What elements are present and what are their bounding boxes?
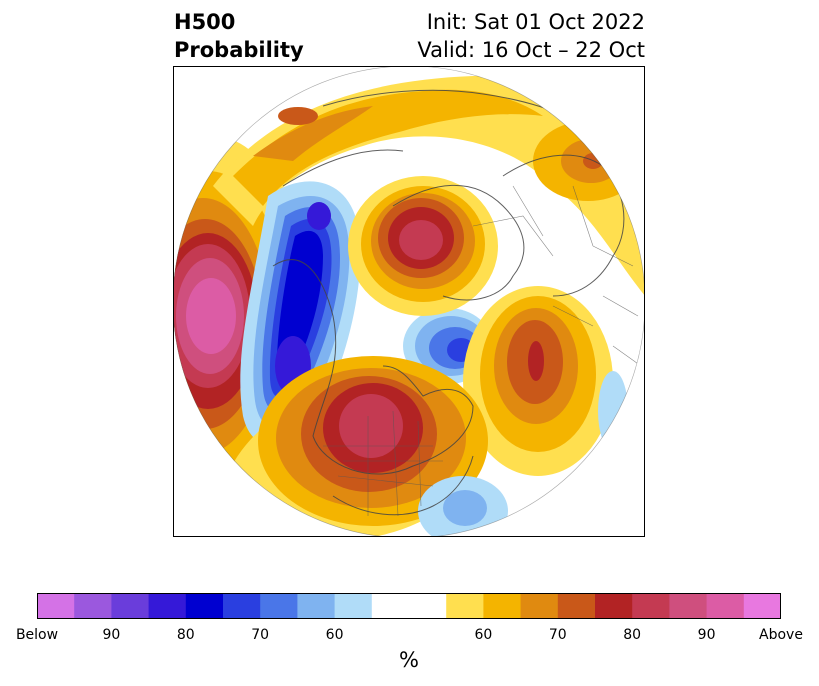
colorbar-segment bbox=[706, 593, 745, 619]
colorbar-segment bbox=[260, 593, 298, 619]
colorbar-segment bbox=[371, 593, 410, 619]
colorbar-segment bbox=[409, 593, 447, 619]
colorbar-segment bbox=[111, 593, 150, 619]
colorbar-segment bbox=[446, 593, 484, 619]
colorbar-segment bbox=[743, 593, 781, 619]
colorbar-segment bbox=[185, 593, 224, 619]
probability-map bbox=[173, 66, 645, 537]
colorbar-segment bbox=[148, 593, 187, 619]
init-date-label: Init: Sat 01 Oct 2022 bbox=[426, 10, 645, 34]
colorbar-tick-label: 90 bbox=[697, 627, 716, 643]
colorbar-tick-label: Below bbox=[15, 627, 59, 643]
colorbar-segment bbox=[223, 593, 261, 619]
colorbar-segment bbox=[595, 593, 633, 619]
colorbar-segment bbox=[669, 593, 708, 619]
colorbar-tick-label: 80 bbox=[176, 627, 195, 643]
colorbar-unit-label: % bbox=[399, 648, 419, 672]
country-borders bbox=[323, 185, 642, 517]
valid-range-label: Valid: 16 Oct – 22 Oct bbox=[417, 38, 645, 62]
colorbar-tick-label: 90 bbox=[102, 627, 121, 643]
chart-title: H500 Probability bbox=[174, 8, 304, 64]
map-frame bbox=[173, 66, 645, 537]
colorbar-segment bbox=[483, 593, 522, 619]
colorbar-tick-label: 70 bbox=[548, 627, 567, 643]
colorbar-segment bbox=[334, 593, 373, 619]
colorbar-segment bbox=[37, 593, 75, 619]
colorbar-tick-label: 60 bbox=[325, 627, 344, 643]
above-normal-pacific bbox=[173, 136, 308, 496]
colorbar-tick-label: 70 bbox=[251, 627, 270, 643]
colorbar-segment bbox=[297, 593, 336, 619]
colorbar-segment bbox=[632, 593, 670, 619]
colorbar-tick-label: Above bbox=[759, 627, 803, 643]
date-info: Init: Sat 01 Oct 2022 Valid: 16 Oct – 22… bbox=[417, 8, 645, 64]
colorbar-segment bbox=[557, 593, 596, 619]
below-normal-western-canada bbox=[240, 181, 361, 446]
colorbar bbox=[37, 593, 781, 619]
colorbar-tick-label: 80 bbox=[623, 627, 642, 643]
colorbar-segment bbox=[520, 593, 559, 619]
title-probability: Probability bbox=[174, 38, 304, 62]
anomaly-shading bbox=[173, 76, 645, 537]
colorbar-border bbox=[37, 593, 781, 619]
colorbar-segment bbox=[74, 593, 112, 619]
title-h500: H500 bbox=[174, 10, 236, 34]
above-normal-north-atlantic bbox=[463, 286, 613, 476]
above-normal-siberia bbox=[348, 176, 498, 316]
colorbar-tick-label: 60 bbox=[474, 627, 493, 643]
